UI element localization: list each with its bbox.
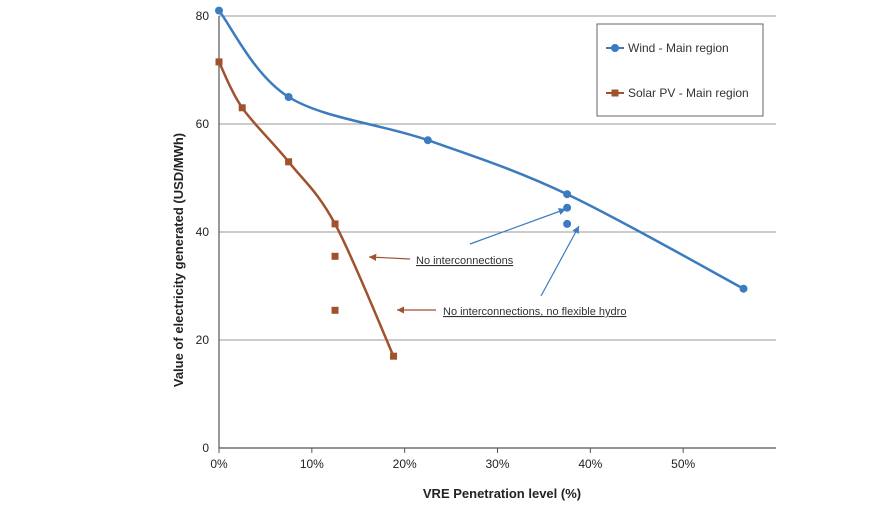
series-line-wind [218,9,745,290]
data-point-wind [563,190,572,199]
legend-label: Solar PV - Main region [628,86,749,100]
scenario-point [331,252,339,260]
data-point-solar [390,352,398,360]
y-axis-title: Value of electricity generated (USD/MWh) [171,133,186,387]
data-point-wind [215,6,223,15]
scenario-point [563,219,572,228]
annotation-no-interconnections-no-hydro: No interconnections, no flexible hydro [443,306,626,318]
series-group [215,6,748,360]
data-point-solar [215,58,223,66]
x-tick-label: 30% [485,457,509,471]
annotation-arrow [469,208,567,245]
x-tick-label: 10% [300,457,324,471]
x-tick-label: 40% [578,457,602,471]
data-point-wind [739,284,748,293]
data-point-wind [284,93,293,101]
data-point-solar [331,220,339,228]
x-tick-label: 20% [393,457,417,471]
axes [218,16,776,453]
y-tick-label: 60 [196,117,210,131]
annotations-group: No interconnections No interconnections, … [368,208,626,318]
data-point-solar [238,104,246,112]
scenario-point [563,203,572,212]
legend-swatch-marker [611,89,619,97]
legend-label: Wind - Main region [628,41,729,55]
scenario-point [331,306,339,314]
annotation-arrow [368,253,411,261]
y-tick-label: 0 [202,441,209,455]
data-point-wind [423,136,432,145]
legend-swatch-marker [611,44,619,52]
x-tick-label: 0% [210,457,228,471]
y-tick-label: 80 [196,9,210,23]
x-axis-title: VRE Penetration level (%) [423,486,581,501]
legend-box [596,23,764,117]
y-tick-label: 40 [196,225,210,239]
grid [219,15,776,341]
data-point-solar [285,158,293,166]
series-line-solar [217,61,395,357]
legend: Wind - Main region Solar PV - Main region [596,23,764,117]
x-tick-label: 50% [671,457,695,471]
y-tick-labels: 0 20 40 60 80 [196,9,210,455]
y-tick-label: 20 [196,333,210,347]
x-tick-labels: 0% 10% 20% 30% 40% 50% [210,457,695,471]
annotation-arrow [540,225,580,297]
annotation-no-interconnections: No interconnections [416,255,514,267]
